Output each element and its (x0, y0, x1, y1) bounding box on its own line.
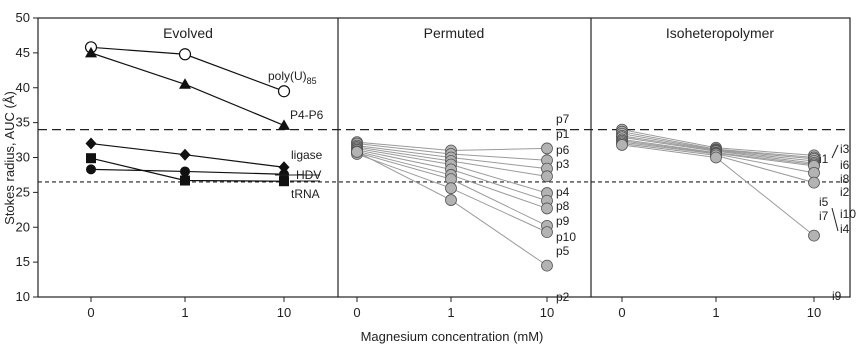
x-axis: 0 1 10 0 1 10 0 1 10 (87, 297, 821, 320)
label-i8: i8 (840, 172, 850, 186)
label-p6: p6 (556, 143, 570, 157)
x-tick-label: 10 (277, 305, 291, 320)
label-p3: p3 (556, 157, 570, 171)
y-tick-label: 40 (16, 80, 30, 95)
y-axis: 10 15 20 25 30 35 40 45 50 (16, 10, 38, 304)
data-point (616, 139, 628, 151)
data-point (179, 78, 191, 89)
data-point (445, 182, 457, 195)
y-tick-label: 20 (16, 219, 30, 234)
data-point (86, 164, 96, 175)
data-point (808, 229, 820, 242)
label-i7: i7 (819, 209, 829, 223)
panel-title-isoheteropolymer: Isoheteropolymer (666, 25, 775, 41)
panel-title-permuted: Permuted (424, 25, 485, 41)
plot-frame (37, 17, 851, 298)
data-point (85, 137, 97, 150)
x-tick-label: 10 (540, 305, 554, 320)
x-tick-label: 1 (447, 305, 454, 320)
label-p7: p7 (556, 112, 570, 126)
series-p4-p6 (90, 52, 285, 126)
label-i3: i3 (840, 142, 850, 156)
label-p9: p9 (556, 214, 570, 228)
label-i6: i6 (840, 158, 850, 172)
label-i4: i4 (840, 222, 850, 236)
label-p4: p4 (556, 185, 570, 199)
data-point (351, 146, 363, 158)
label-p5: p5 (556, 244, 570, 258)
data-point (710, 151, 722, 164)
label-i1: i1 (819, 152, 829, 166)
data-point (541, 170, 553, 183)
data-point (180, 166, 190, 177)
y-tick-label: 50 (16, 10, 30, 25)
label-p8: p8 (556, 199, 570, 213)
i-bracket-lower (831, 207, 839, 232)
x-tick-label: 0 (353, 305, 360, 320)
label-trna: tRNA (291, 187, 320, 201)
data-point (178, 48, 192, 61)
x-axis-label: Magnesium concentration (mM) (361, 329, 544, 344)
data-point (85, 46, 97, 58)
data-point (808, 166, 820, 179)
label-poly-u: poly(U)85 (268, 69, 317, 86)
label-p2: p2 (556, 290, 570, 304)
y-tick-label: 10 (16, 289, 30, 304)
y-tick-label: 30 (16, 150, 30, 165)
y-tick-label: 25 (16, 184, 30, 199)
data-point (279, 176, 289, 187)
data-point (541, 226, 553, 239)
series-markers (86, 153, 289, 187)
data-point (541, 259, 553, 272)
x-tick-label: 1 (712, 305, 719, 320)
label-i10: i10 (840, 207, 856, 221)
data-point (179, 148, 191, 161)
i-bracket-upper (831, 144, 839, 159)
y-tick-label: 15 (16, 254, 30, 269)
y-tick-label: 45 (16, 45, 30, 60)
data-point (278, 119, 290, 130)
data-point (808, 176, 820, 189)
y-axis-label: Stokes radius, AUC (Å) (2, 91, 17, 225)
label-i9: i9 (832, 289, 842, 303)
data-point (277, 85, 291, 98)
data-point (86, 153, 96, 164)
series-markers (351, 146, 553, 272)
series-markers (85, 46, 290, 130)
data-point (180, 175, 190, 186)
label-i5: i5 (819, 195, 829, 209)
x-tick-label: 0 (618, 305, 625, 320)
data-point (541, 202, 553, 215)
y-tick-label: 35 (16, 115, 30, 130)
label-p10: p10 (556, 230, 576, 244)
series-markers (616, 139, 820, 242)
series-markers (86, 164, 289, 180)
x-tick-label: 10 (807, 305, 821, 320)
label-p4-p6: P4-P6 (290, 108, 324, 122)
series-line (90, 52, 285, 126)
x-tick-label: 0 (87, 305, 94, 320)
label-p1: p1 (556, 127, 570, 141)
label-i2: i2 (840, 185, 850, 199)
x-tick-label: 1 (181, 305, 188, 320)
reference-lines (38, 129, 850, 183)
data-point (445, 194, 457, 206)
panel-title-evolved: Evolved (163, 25, 213, 41)
series-layer (84, 41, 820, 272)
data-point (541, 142, 553, 155)
label-ligase: ligase (291, 148, 323, 162)
